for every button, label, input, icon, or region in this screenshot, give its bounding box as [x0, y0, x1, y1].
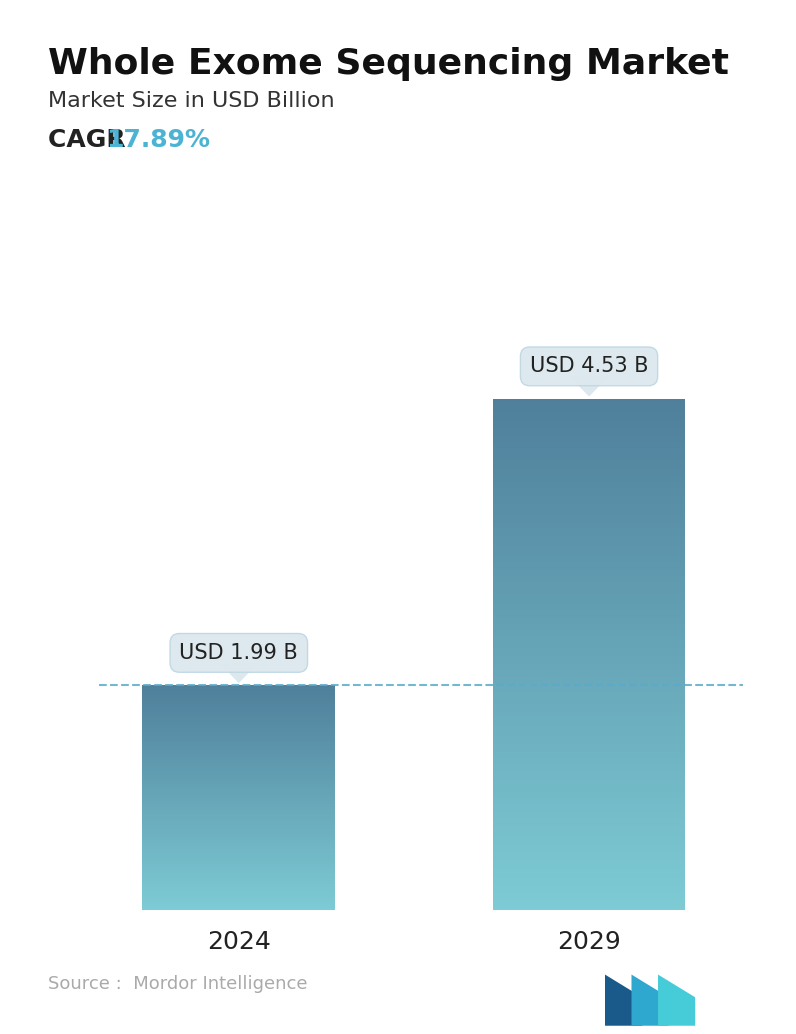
Polygon shape [221, 664, 256, 682]
Text: USD 1.99 B: USD 1.99 B [179, 643, 298, 663]
Polygon shape [658, 974, 695, 1026]
Text: 17.89%: 17.89% [106, 128, 210, 152]
Text: USD 4.53 B: USD 4.53 B [530, 357, 648, 376]
Text: CAGR: CAGR [48, 128, 135, 152]
Text: Whole Exome Sequencing Market: Whole Exome Sequencing Market [48, 47, 729, 81]
Polygon shape [631, 974, 669, 1026]
Text: 2024: 2024 [207, 931, 271, 954]
Polygon shape [605, 974, 642, 1026]
Polygon shape [572, 377, 607, 396]
Text: Source :  Mordor Intelligence: Source : Mordor Intelligence [48, 975, 307, 993]
Text: Market Size in USD Billion: Market Size in USD Billion [48, 91, 334, 111]
Text: 2029: 2029 [557, 931, 621, 954]
